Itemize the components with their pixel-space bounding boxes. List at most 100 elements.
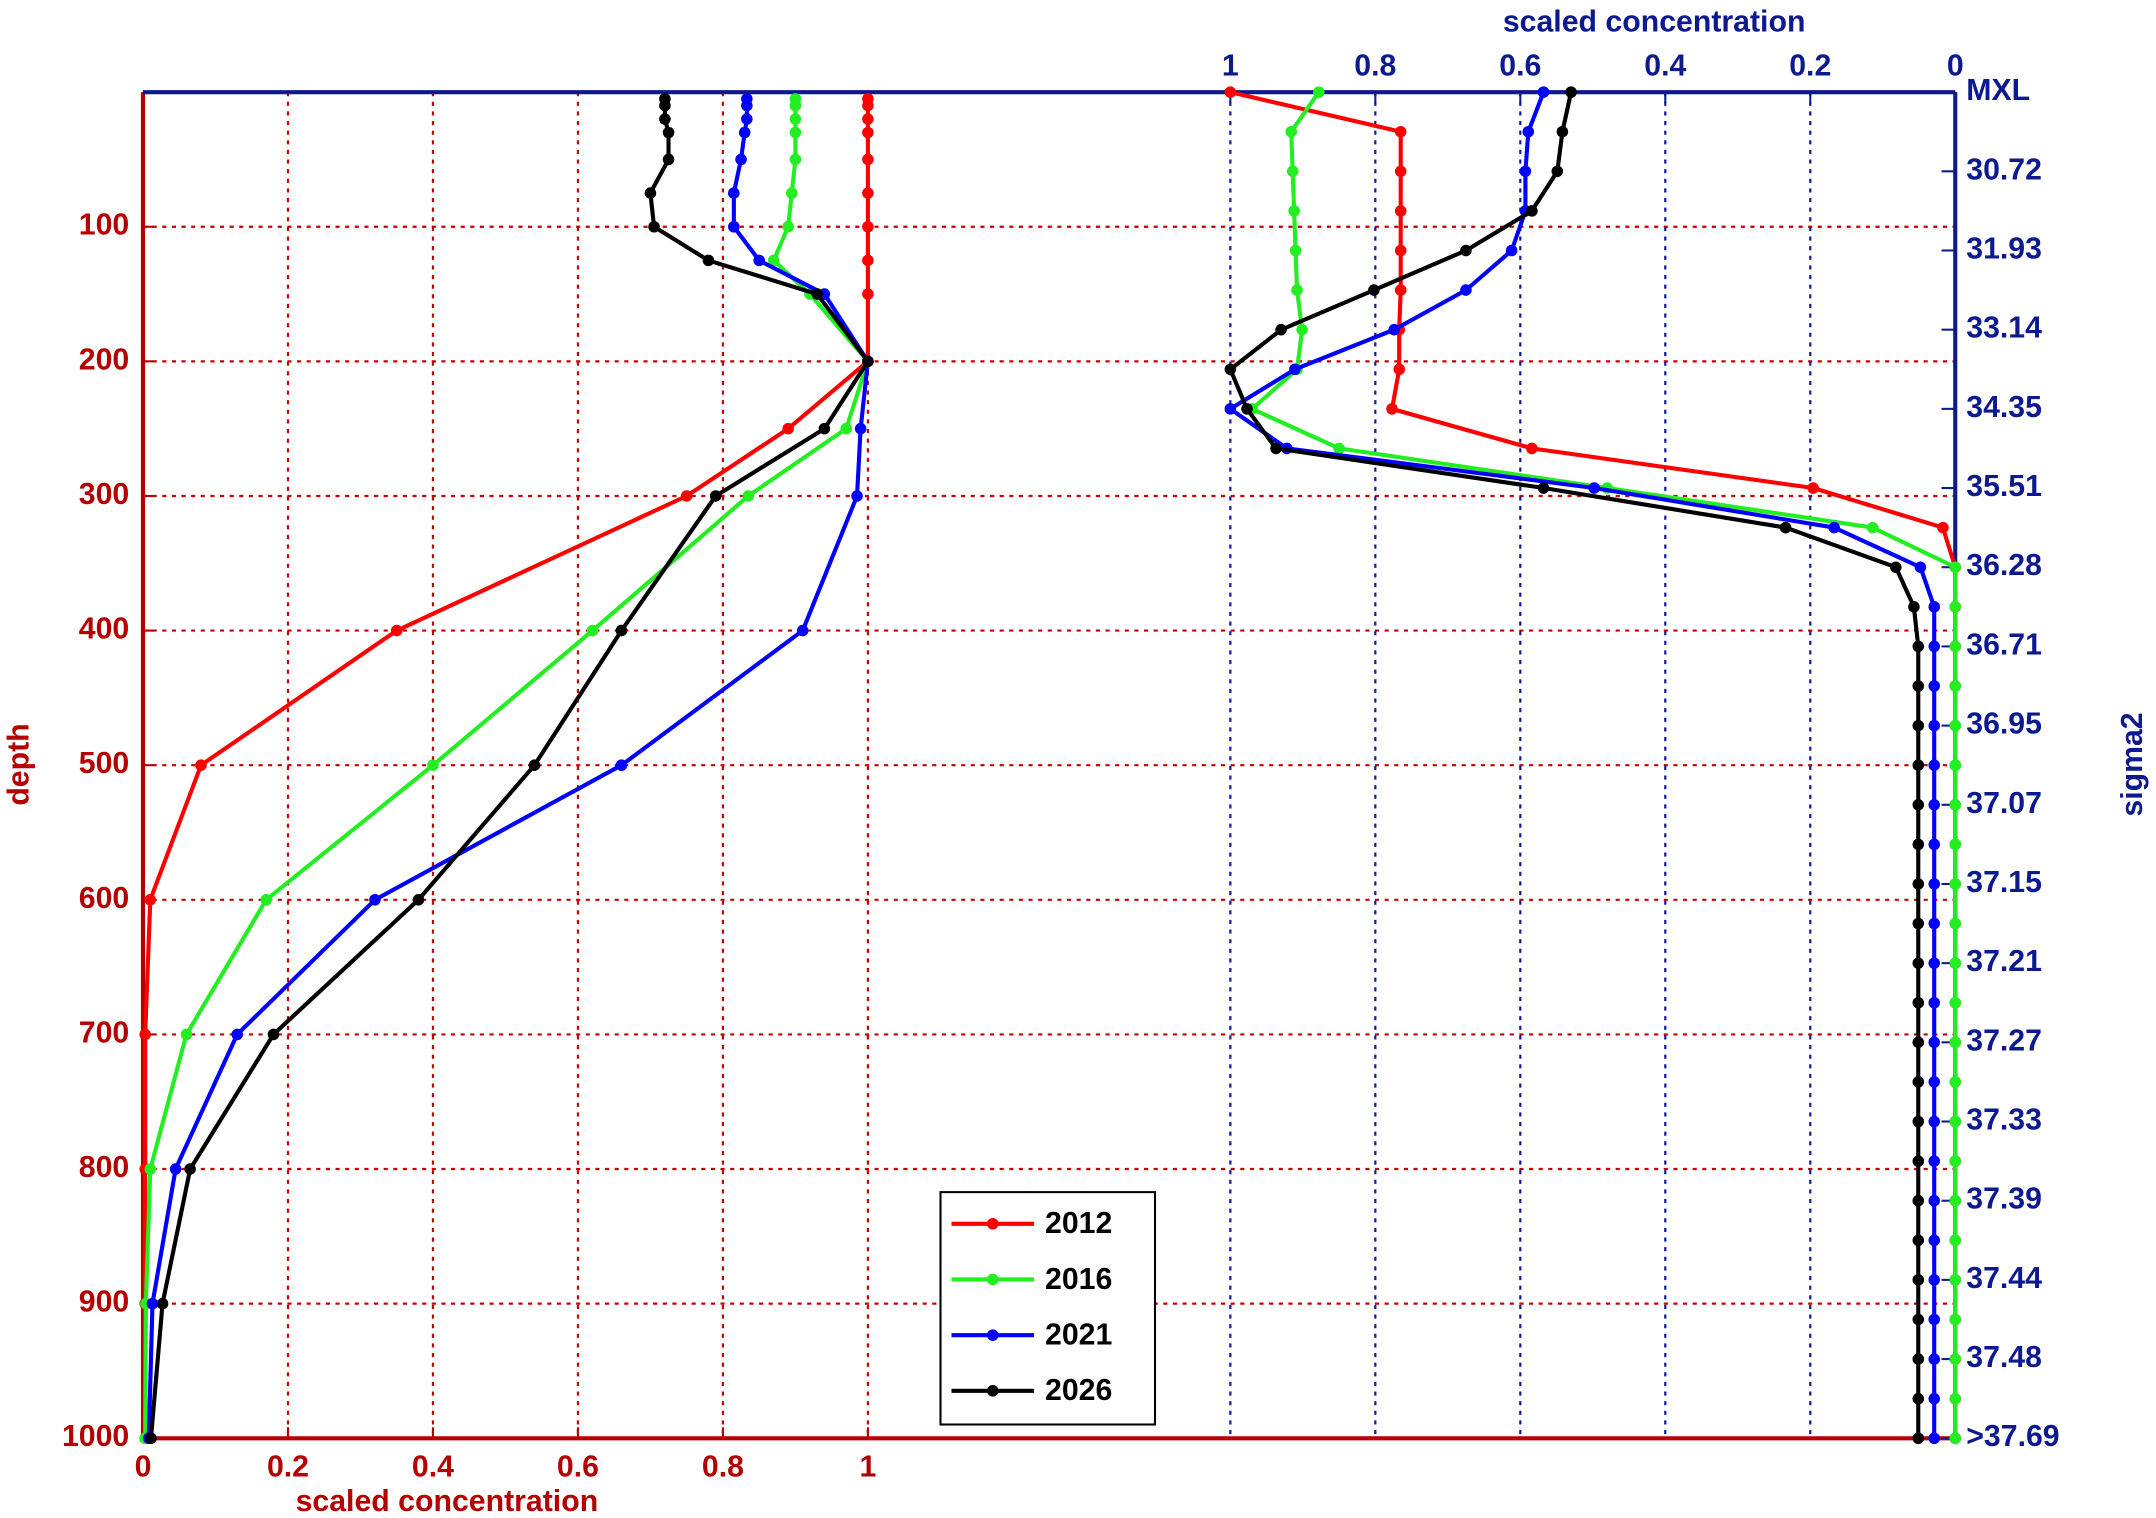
- point: [1537, 482, 1550, 494]
- y-tick-label: 31.93: [1966, 232, 2042, 265]
- y-tick-label: 37.21: [1966, 945, 2042, 978]
- x-tick-label: 0.4: [412, 1450, 454, 1483]
- legend-marker: [986, 1273, 999, 1286]
- point: [1241, 403, 1253, 415]
- point: [260, 894, 273, 906]
- point: [1949, 1155, 1962, 1167]
- point: [1928, 957, 1941, 969]
- point: [709, 490, 722, 502]
- point: [1937, 521, 1949, 534]
- y-tick-label: 37.27: [1966, 1024, 2042, 1057]
- point: [1296, 323, 1308, 336]
- y-tick-label: 36.95: [1966, 708, 2042, 741]
- point: [767, 254, 780, 267]
- point: [1949, 957, 1962, 969]
- point: [1949, 1115, 1962, 1128]
- point: [862, 153, 874, 166]
- point: [1460, 244, 1472, 257]
- point: [1949, 996, 1962, 1009]
- point: [1313, 86, 1325, 98]
- x-tick-label: 0.2: [1789, 49, 1831, 82]
- y-tick-label: 200: [79, 343, 129, 376]
- x-tick-label: 0.6: [1499, 49, 1541, 82]
- point: [1388, 323, 1400, 336]
- point: [1928, 1392, 1941, 1405]
- point: [1394, 244, 1407, 257]
- point: [184, 1163, 196, 1175]
- y-tick-label: 700: [79, 1016, 129, 1049]
- point: [1949, 1274, 1962, 1286]
- plot: 0 0.2 0.4 0.6 0.8 1 100 200 300 400 500 600 700 800 90…: [3, 5, 2149, 1517]
- x-tick-label: 1: [859, 1450, 876, 1483]
- legend-marker: [986, 1217, 999, 1230]
- point: [1565, 86, 1577, 98]
- point: [1928, 799, 1941, 811]
- point: [1949, 719, 1962, 732]
- point: [1928, 1194, 1941, 1207]
- point: [1912, 1432, 1925, 1445]
- point: [1949, 1432, 1962, 1445]
- point: [1928, 759, 1941, 771]
- point: [1928, 1115, 1941, 1128]
- point: [1949, 601, 1962, 613]
- point: [144, 1163, 157, 1175]
- point: [1928, 878, 1941, 890]
- point: [789, 113, 802, 125]
- x-axis-title: scaled concentration: [1503, 5, 1806, 38]
- y-tick-label: 500: [79, 747, 129, 780]
- point: [139, 1028, 151, 1041]
- point: [1270, 442, 1282, 455]
- point: [1912, 719, 1925, 732]
- point: [1828, 521, 1840, 534]
- point: [369, 894, 381, 906]
- point: [1285, 125, 1298, 138]
- point: [1286, 165, 1299, 178]
- point: [156, 1297, 169, 1310]
- y-tick-label: >37.69: [1966, 1420, 2059, 1453]
- y-tick-label: 35.51: [1966, 470, 2042, 503]
- point: [1779, 521, 1792, 534]
- point: [1291, 284, 1303, 296]
- y-tick-label: 37.33: [1966, 1103, 2042, 1136]
- x-tick-label: 0.8: [702, 1450, 744, 1483]
- point: [144, 894, 157, 906]
- point: [786, 187, 798, 199]
- point: [1551, 165, 1564, 178]
- point: [1949, 917, 1962, 930]
- point: [1912, 917, 1925, 930]
- point: [1949, 1234, 1962, 1247]
- point: [1912, 759, 1925, 771]
- point: [1928, 680, 1941, 692]
- point: [615, 624, 628, 637]
- y-tick-label: 600: [79, 882, 129, 915]
- x-tick-label: 0.2: [267, 1450, 309, 1483]
- point: [1588, 482, 1601, 494]
- point: [796, 624, 809, 637]
- point: [1912, 1353, 1925, 1365]
- point: [1394, 205, 1407, 217]
- point: [862, 254, 874, 267]
- point: [1537, 86, 1550, 98]
- point: [586, 624, 599, 637]
- y-tick-label: 37.48: [1966, 1341, 2042, 1374]
- y-tick-label: 34.35: [1966, 391, 2042, 424]
- point: [854, 422, 867, 435]
- point: [644, 187, 657, 199]
- point: [1912, 1234, 1925, 1247]
- point: [1394, 284, 1407, 296]
- y-tick-label: 36.71: [1966, 628, 2042, 661]
- point: [1393, 363, 1406, 376]
- point: [789, 126, 802, 139]
- point: [1949, 680, 1962, 692]
- point: [1912, 996, 1925, 1009]
- point: [1949, 1392, 1962, 1405]
- y-axis-title: depth: [3, 723, 36, 805]
- point: [1928, 996, 1941, 1009]
- point: [1526, 205, 1538, 217]
- legend-marker: [986, 1329, 999, 1341]
- point: [1912, 1076, 1925, 1088]
- y-tick-label: 1000: [62, 1420, 129, 1453]
- point: [267, 1028, 280, 1041]
- point: [1912, 1036, 1925, 1049]
- x-tick-label: 0: [135, 1450, 152, 1483]
